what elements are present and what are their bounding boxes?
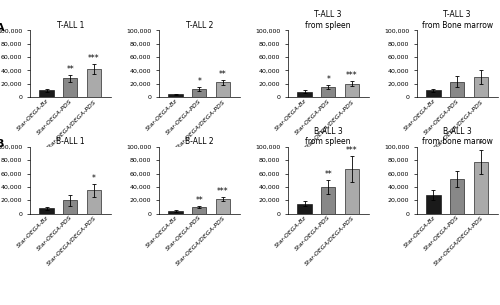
Title: T-ALL 1: T-ALL 1 bbox=[56, 21, 84, 30]
Text: *: * bbox=[198, 77, 201, 86]
Bar bbox=[40, 90, 54, 97]
Text: A: A bbox=[0, 23, 5, 33]
Bar bbox=[168, 94, 182, 97]
Text: ***: *** bbox=[88, 54, 100, 63]
Title: B-ALL 1: B-ALL 1 bbox=[56, 137, 84, 146]
Bar bbox=[216, 82, 230, 97]
Bar bbox=[168, 211, 182, 214]
Title: B-ALL 3
from bone marrow: B-ALL 3 from bone marrow bbox=[422, 127, 492, 146]
Bar bbox=[321, 187, 336, 214]
Text: ***: *** bbox=[346, 71, 358, 80]
Text: **: ** bbox=[219, 70, 227, 79]
Text: ***: *** bbox=[217, 187, 229, 196]
Bar bbox=[298, 92, 312, 97]
Bar bbox=[192, 89, 206, 97]
Bar bbox=[345, 84, 359, 97]
Bar bbox=[321, 87, 336, 97]
Bar bbox=[345, 169, 359, 214]
Text: B: B bbox=[0, 139, 4, 149]
Bar bbox=[298, 203, 312, 213]
Bar bbox=[426, 195, 440, 214]
Text: *: * bbox=[326, 75, 330, 84]
Bar bbox=[474, 77, 488, 97]
Title: T-ALL 2: T-ALL 2 bbox=[186, 21, 213, 30]
Bar bbox=[426, 90, 440, 97]
Text: **: ** bbox=[66, 65, 74, 74]
Bar bbox=[87, 190, 101, 213]
Bar bbox=[63, 200, 78, 214]
Title: T-ALL 3
from Bone marrow: T-ALL 3 from Bone marrow bbox=[422, 10, 493, 30]
Bar bbox=[63, 78, 78, 97]
Title: T-ALL 3
from spleen: T-ALL 3 from spleen bbox=[306, 10, 351, 30]
Text: *: * bbox=[92, 174, 96, 183]
Text: ***: *** bbox=[346, 145, 358, 155]
Bar bbox=[450, 82, 464, 97]
Bar bbox=[216, 199, 230, 214]
Bar bbox=[450, 179, 464, 214]
Title: B-ALL 2: B-ALL 2 bbox=[185, 137, 214, 146]
Bar bbox=[192, 207, 206, 214]
Bar bbox=[474, 162, 488, 214]
Title: B-ALL 3
from spleen: B-ALL 3 from spleen bbox=[306, 127, 351, 146]
Text: **: ** bbox=[196, 196, 203, 205]
Text: **: ** bbox=[324, 170, 332, 179]
Bar bbox=[87, 69, 101, 97]
Text: *: * bbox=[479, 140, 483, 149]
Bar bbox=[40, 208, 54, 214]
